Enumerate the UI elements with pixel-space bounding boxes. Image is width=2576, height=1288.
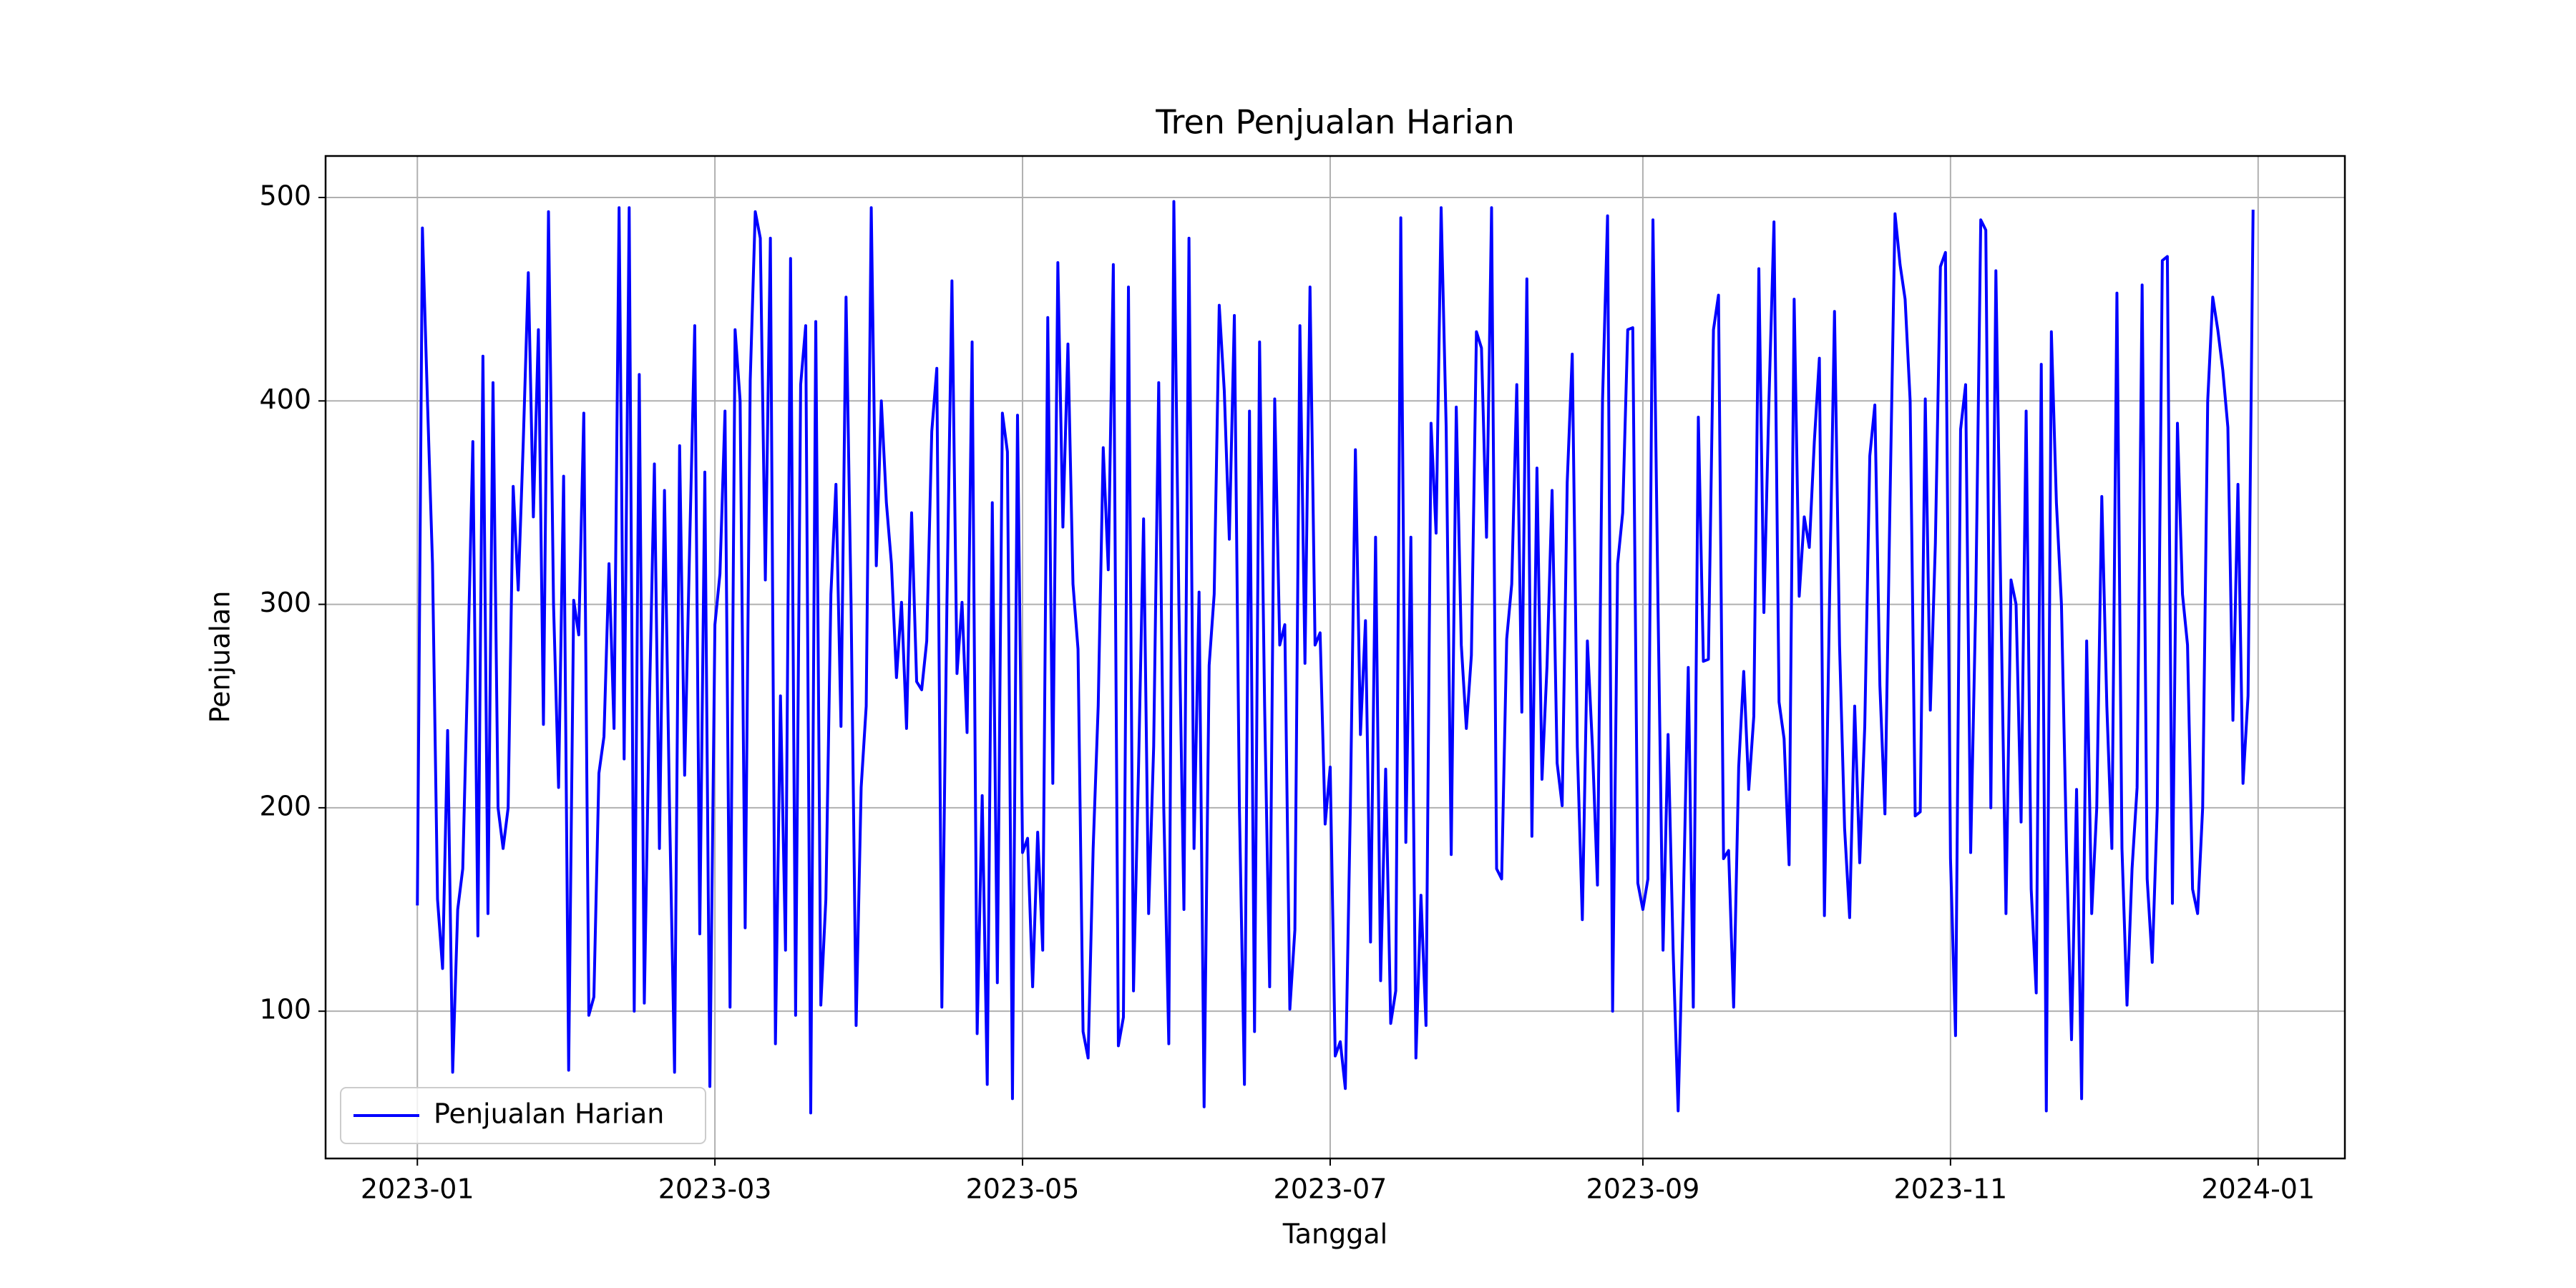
x-tick-label: 2023-07 [1274,1174,1387,1205]
y-tick-label: 400 [259,384,311,415]
x-axis-label: Tanggal [1282,1219,1387,1250]
y-tick-label: 100 [259,994,311,1025]
data-line [416,200,2255,1115]
y-tick-label: 200 [259,790,311,821]
x-tick-label: 2023-01 [361,1174,474,1205]
y-tick-label: 300 [259,587,311,618]
x-tick-label: 2023-05 [966,1174,1080,1205]
x-tick-label: 2023-11 [1893,1174,2007,1205]
chart-title: Tren Penjualan Harian [1155,103,1515,142]
x-tick-label: 2023-09 [1586,1174,1700,1205]
x-tick-label: 2023-03 [658,1174,772,1205]
x-tick-label: 2024-01 [2201,1174,2315,1205]
legend-box [340,1087,706,1144]
plot-frame [324,155,2346,1160]
y-axis-label: Penjualan [205,591,236,723]
legend-label: Penjualan Harian [434,1098,664,1130]
y-tick-label: 500 [259,180,311,211]
